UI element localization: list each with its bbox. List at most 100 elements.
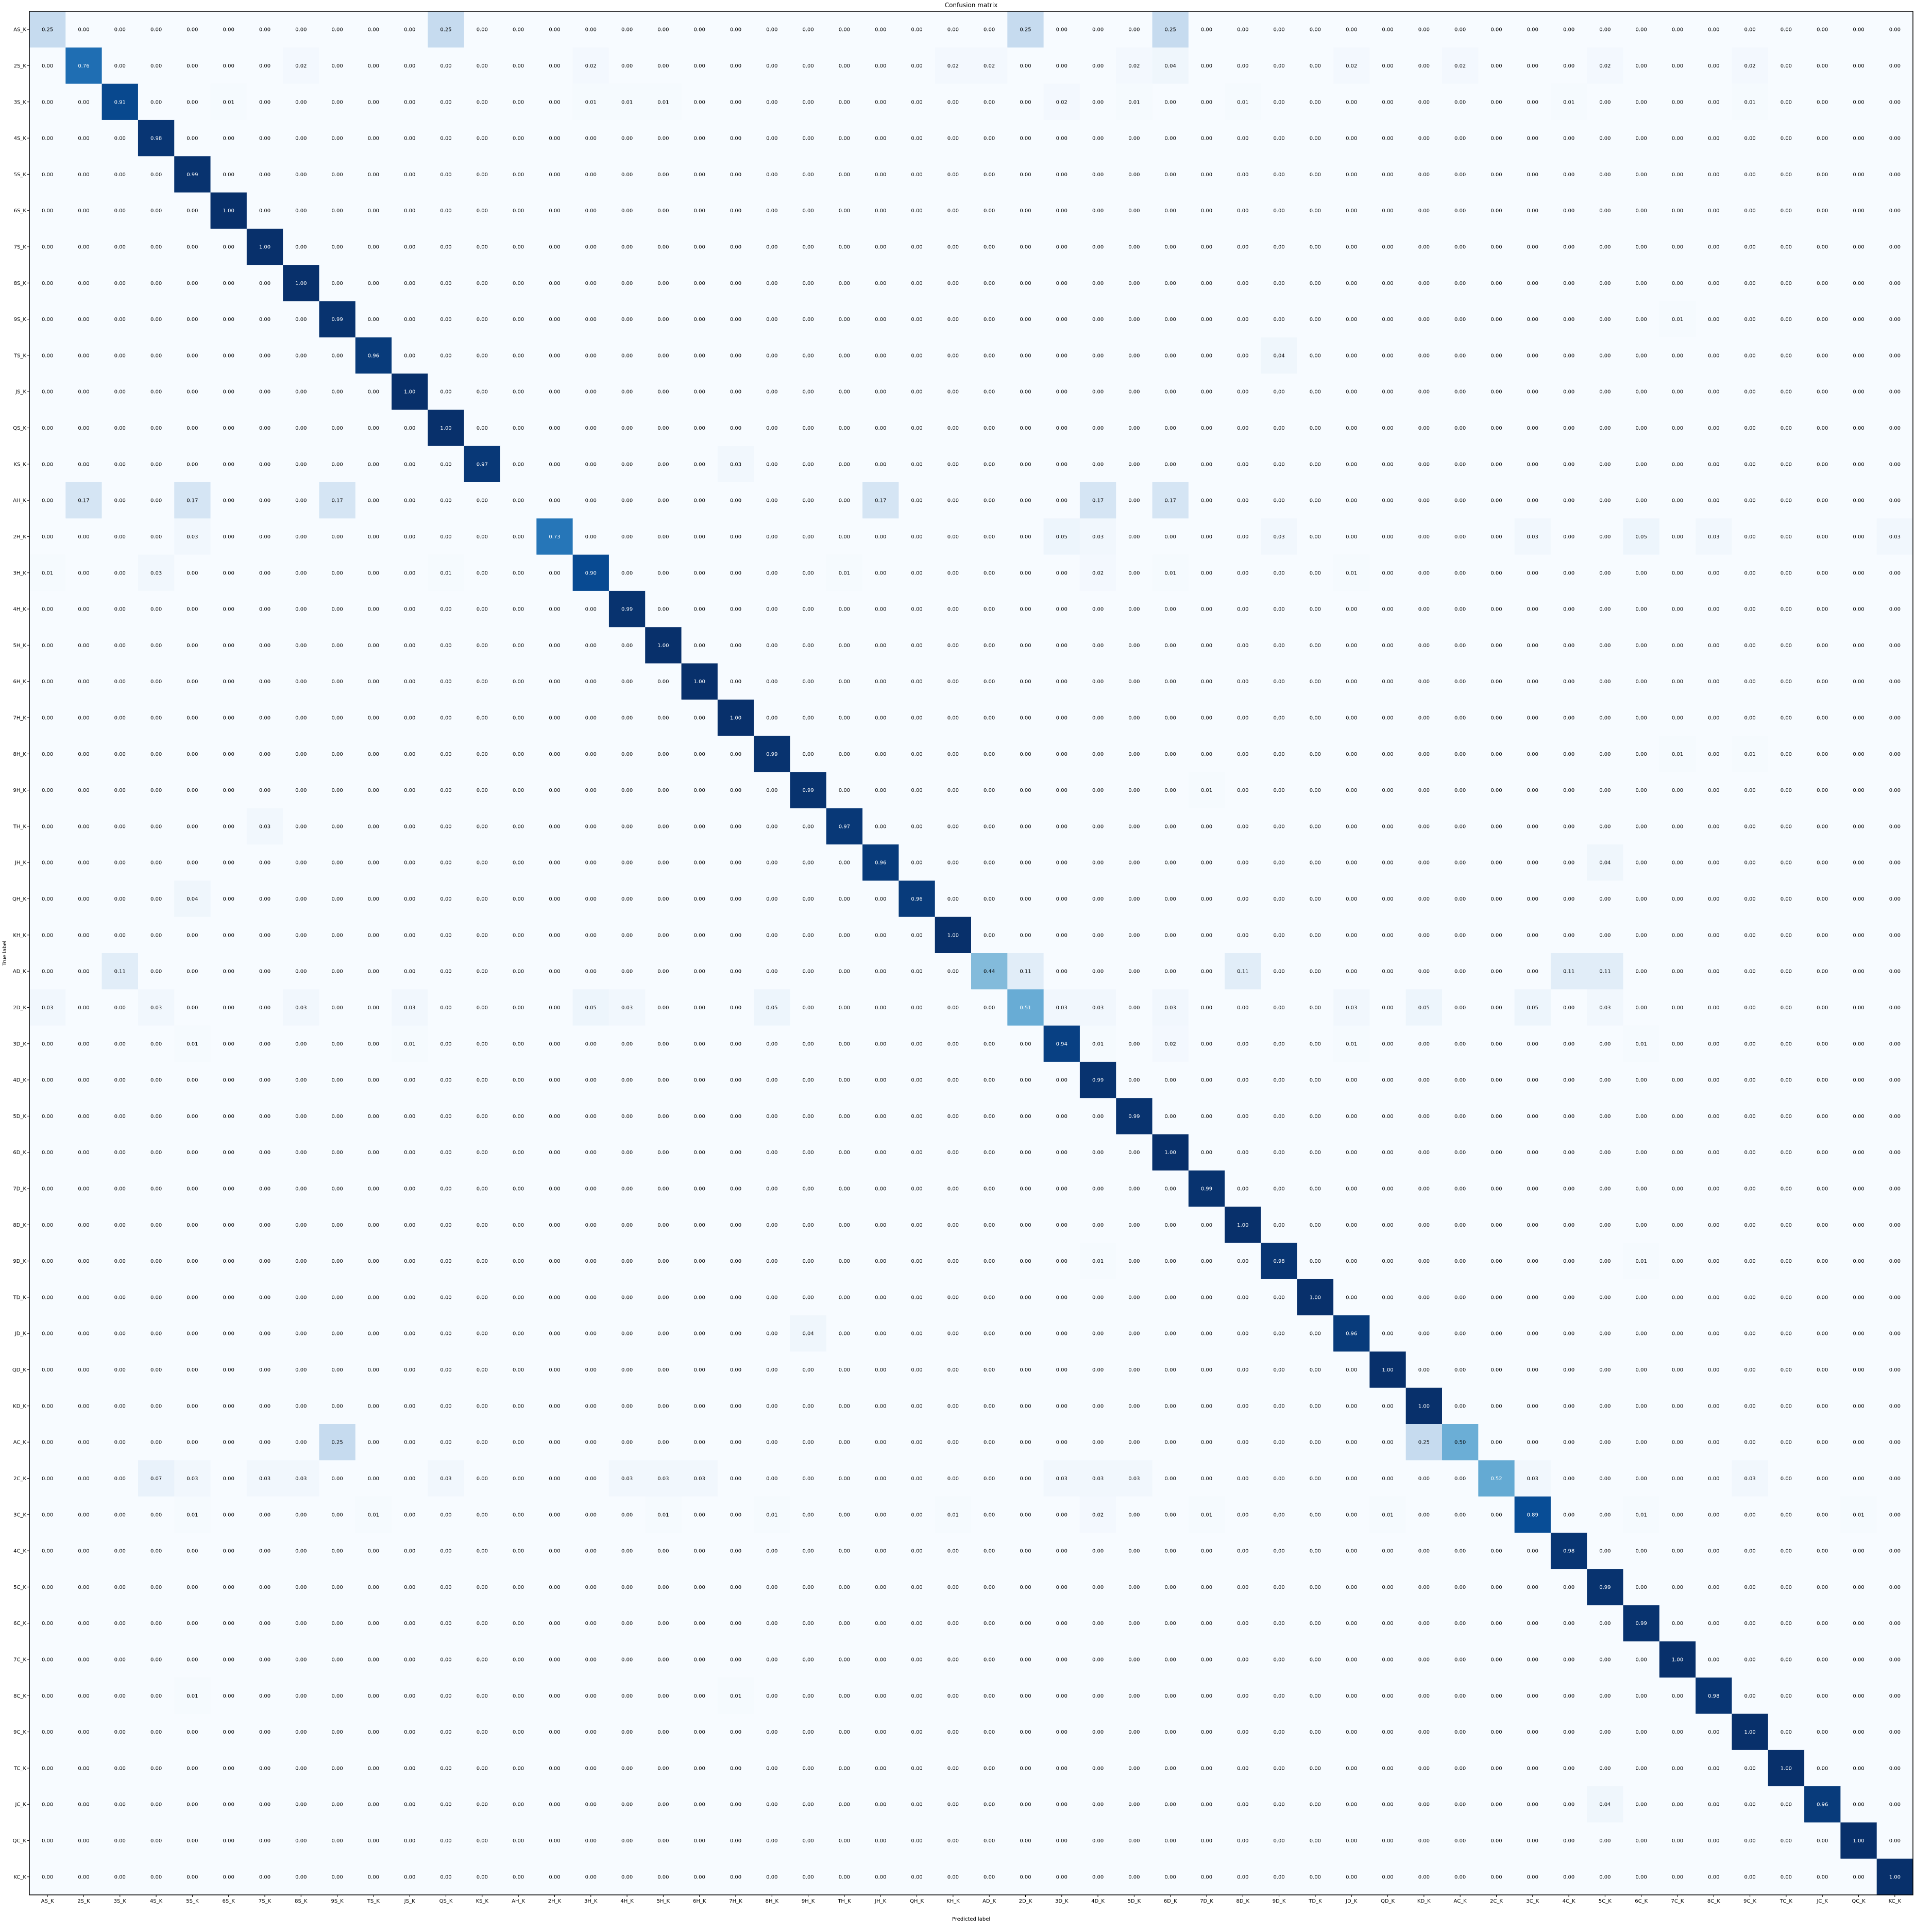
heatmap-cell-value: 0.17 — [187, 498, 198, 504]
heatmap-cell-value: 0.00 — [1201, 1041, 1212, 1047]
heatmap-cell-value: 0.00 — [657, 1331, 669, 1337]
heatmap-cell-value: 0.00 — [1273, 27, 1284, 33]
heatmap-cell — [319, 47, 356, 84]
heatmap-cell-value: 0.00 — [477, 1403, 488, 1409]
heatmap-cell-value: 0.00 — [42, 1367, 53, 1373]
heatmap-cell-value: 0.00 — [947, 1585, 959, 1590]
heatmap-cell — [1225, 11, 1262, 48]
heatmap-cell-value: 0.00 — [1599, 1367, 1611, 1373]
heatmap-cell-value: 0.00 — [368, 1041, 379, 1047]
heatmap-cell-value: 0.00 — [1672, 679, 1683, 685]
heatmap-cell-value: 0.00 — [549, 1295, 560, 1300]
heatmap-cell-value: 0.00 — [259, 172, 270, 178]
heatmap-cell-value: 0.02 — [1092, 1512, 1104, 1518]
heatmap-cell — [608, 83, 646, 121]
heatmap-cell-value: 0.00 — [1889, 1512, 1901, 1518]
heatmap-cell — [790, 120, 827, 157]
heatmap-cell — [283, 11, 320, 48]
heatmap-cell-value: 0.00 — [1599, 1512, 1611, 1518]
heatmap-cell-value: 0.00 — [984, 1295, 995, 1300]
heatmap-cell-value: 0.00 — [368, 63, 379, 69]
heatmap-cell-value: 0.00 — [585, 245, 597, 250]
heatmap-cell-value: 0.00 — [1853, 1259, 1864, 1264]
heatmap-cell-value: 0.00 — [1165, 462, 1176, 467]
heatmap-cell-value: 0.00 — [223, 570, 234, 576]
heatmap-cell-value: 0.00 — [1744, 1440, 1755, 1446]
heatmap-cell-value: 0.00 — [1889, 969, 1901, 975]
heatmap-cell-value: 0.00 — [875, 607, 886, 613]
heatmap-cell-value: 0.00 — [1237, 1403, 1248, 1409]
heatmap-cell — [500, 47, 537, 84]
heatmap-cell-value: 0.00 — [1056, 969, 1067, 975]
heatmap-cell-value: 0.00 — [42, 63, 53, 69]
heatmap-cell-value: 0.00 — [78, 172, 89, 178]
heatmap-cell-value: 0.00 — [549, 1331, 560, 1337]
heatmap-cell-value: 0.00 — [187, 389, 198, 395]
heatmap-cell-value: 0.00 — [1128, 716, 1140, 721]
heatmap-cell-value: 0.00 — [839, 1549, 850, 1554]
heatmap-cell-value: 0.00 — [1418, 1223, 1430, 1228]
heatmap-cell-value: 0.00 — [295, 353, 307, 359]
heatmap-cell-value: 0.00 — [730, 99, 741, 105]
heatmap-cell-value: 0.00 — [585, 1295, 597, 1300]
heatmap-cell-value: 0.00 — [1781, 1041, 1792, 1047]
heatmap-cell-value: 0.03 — [295, 1005, 307, 1011]
heatmap-cell-value: 0.00 — [513, 1295, 524, 1300]
heatmap-cell-value: 0.00 — [1310, 1223, 1321, 1228]
heatmap-cell-value: 0.00 — [1020, 824, 1031, 829]
heatmap-cell-value: 0.00 — [1708, 1367, 1719, 1373]
heatmap-cell-value: 0.00 — [1056, 679, 1067, 685]
heatmap-cell-value: 0.00 — [621, 752, 633, 757]
heatmap-cell-value: 0.00 — [694, 1187, 705, 1192]
heatmap-cell-value: 0.00 — [331, 172, 343, 178]
heatmap-cell-value: 0.00 — [549, 643, 560, 649]
heatmap-cell-value: 0.00 — [1310, 1331, 1321, 1337]
heatmap-cell-value: 0.00 — [295, 824, 307, 829]
heatmap-cell-value: 0.00 — [694, 824, 705, 829]
heatmap-cell-value: 0.00 — [1744, 896, 1755, 902]
heatmap-cell-value: 0.00 — [1527, 1367, 1538, 1373]
heatmap-cell — [1442, 11, 1479, 48]
heatmap-cell-value: 0.00 — [404, 172, 415, 178]
heatmap-cell-value: 0.00 — [1817, 1005, 1828, 1011]
heatmap-cell-value: 0.00 — [947, 824, 959, 829]
heatmap-cell-value: 0.00 — [1708, 679, 1719, 685]
heatmap-cell-value: 0.00 — [1346, 1585, 1357, 1590]
heatmap-cell-value: 0.00 — [78, 1512, 89, 1518]
heatmap-cell-value: 0.00 — [259, 1259, 270, 1264]
heatmap-cell-value: 0.00 — [150, 1621, 162, 1626]
heatmap-cell-value: 0.00 — [331, 824, 343, 829]
heatmap-cell-value: 0.00 — [1490, 933, 1502, 938]
heatmap-cell-value: 0.00 — [1672, 1295, 1683, 1300]
heatmap-cell-value: 0.11 — [1237, 969, 1248, 975]
heatmap-cell-value: 0.00 — [187, 317, 198, 323]
heatmap-cell-value: 0.00 — [114, 1331, 126, 1337]
heatmap-cell-value: 0.00 — [368, 245, 379, 250]
heatmap-cell-value: 0.00 — [114, 1114, 126, 1120]
heatmap-cell-value: 0.00 — [259, 1440, 270, 1446]
heatmap-cell-value: 0.00 — [1889, 1005, 1901, 1011]
heatmap-cell-value: 0.00 — [1781, 1476, 1792, 1482]
heatmap-cell — [138, 83, 175, 121]
heatmap-cell-value: 0.00 — [1418, 752, 1430, 757]
heatmap-cell-value: 0.02 — [1744, 63, 1755, 69]
heatmap-cell-value: 0.00 — [875, 679, 886, 685]
heatmap-cell-value: 0.00 — [1781, 752, 1792, 757]
heatmap-cell-value: 0.00 — [1563, 27, 1574, 33]
heatmap-cell-value: 0.00 — [657, 1295, 669, 1300]
heatmap-cell-value: 0.00 — [1454, 752, 1466, 757]
heatmap-cell-value: 0.00 — [911, 281, 922, 286]
heatmap-cell-value: 0.00 — [295, 498, 307, 504]
heatmap-cell-value: 0.00 — [1781, 534, 1792, 540]
heatmap-cell-value: 0.00 — [1817, 1187, 1828, 1192]
heatmap-cell-value: 0.00 — [331, 1295, 343, 1300]
heatmap-cell-value: 0.00 — [694, 1114, 705, 1120]
heatmap-cell-value: 0.00 — [114, 426, 126, 431]
heatmap-cell-value: 0.00 — [150, 1549, 162, 1554]
heatmap-cell-value: 0.00 — [404, 1585, 415, 1590]
heatmap-cell-value: 0.00 — [875, 1114, 886, 1120]
heatmap-cell-value: 0.00 — [549, 716, 560, 721]
heatmap-cell-value: 0.00 — [404, 208, 415, 214]
heatmap-cell-value: 0.00 — [1672, 389, 1683, 395]
heatmap-cell-value: 0.00 — [223, 1259, 234, 1264]
